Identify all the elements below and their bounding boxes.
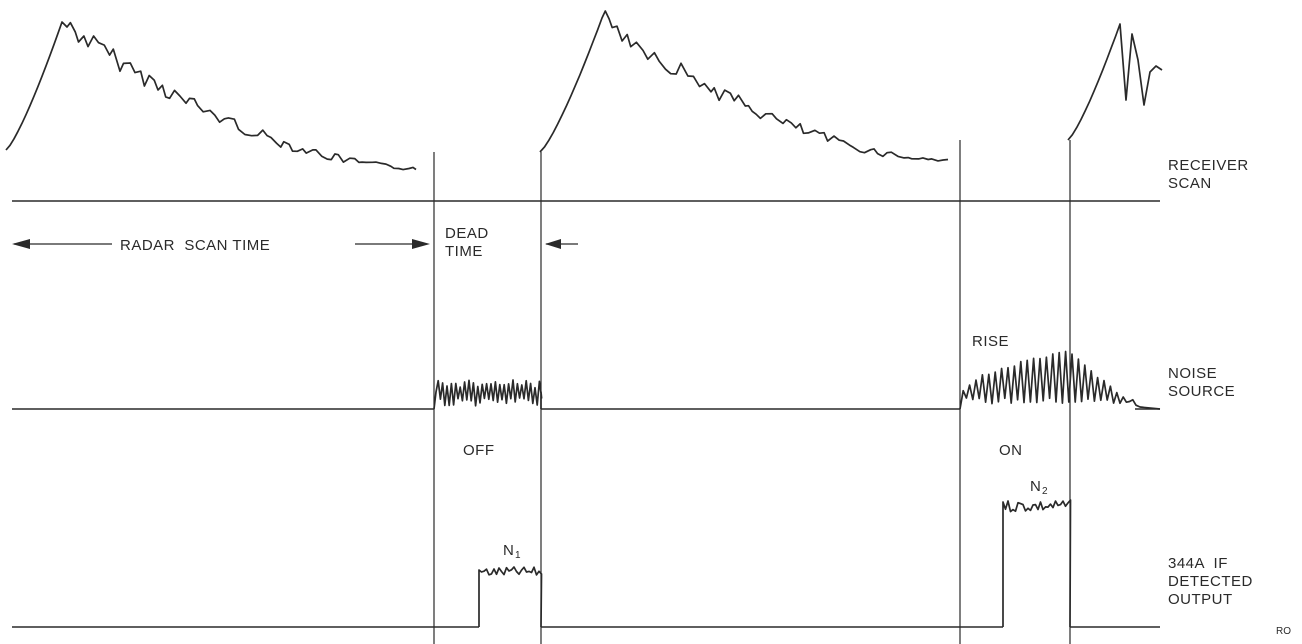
detected-output-label-line1: 344A IF <box>1168 555 1228 572</box>
n1-label: N <box>503 542 514 559</box>
detected-output-label-line2: DETECTED <box>1168 573 1253 590</box>
rise-label: RISE <box>972 333 1009 350</box>
dead-time-label-line2: TIME <box>445 243 483 260</box>
n2-subscript: 2 <box>1042 486 1048 497</box>
dead-time-arrowhead <box>545 239 561 249</box>
detected-output-n1-pulse <box>478 566 543 628</box>
on-label: ON <box>999 442 1023 459</box>
receiver-scan-label-line1: RECEIVER <box>1168 157 1249 174</box>
receiver-scan-wave-1 <box>5 21 417 171</box>
n2-label: N <box>1030 478 1041 495</box>
detected-output-n2-pulse <box>1002 499 1072 628</box>
noise-source-off-burst <box>433 379 543 410</box>
noise-source-label-line2: SOURCE <box>1168 383 1235 400</box>
noise-source-rise-burst <box>959 350 1161 410</box>
receiver-scan-wave-3 <box>1067 23 1163 141</box>
n1-subscript: 1 <box>515 550 521 561</box>
receiver-scan-wave-2 <box>539 10 949 162</box>
detected-output-label-line3: OUTPUT <box>1168 591 1233 608</box>
off-label: OFF <box>463 442 495 459</box>
receiver-scan-label-line2: SCAN <box>1168 175 1212 192</box>
dead-time-label-line1: DEAD <box>445 225 489 242</box>
noise-source-label-line1: NOISE <box>1168 365 1217 382</box>
radar-scan-arrowhead-left <box>12 239 30 249</box>
radar-scan-arrowhead-right <box>412 239 430 249</box>
radar-scan-time-label: RADAR SCAN TIME <box>120 237 270 254</box>
corner-code: RO <box>1276 626 1291 637</box>
